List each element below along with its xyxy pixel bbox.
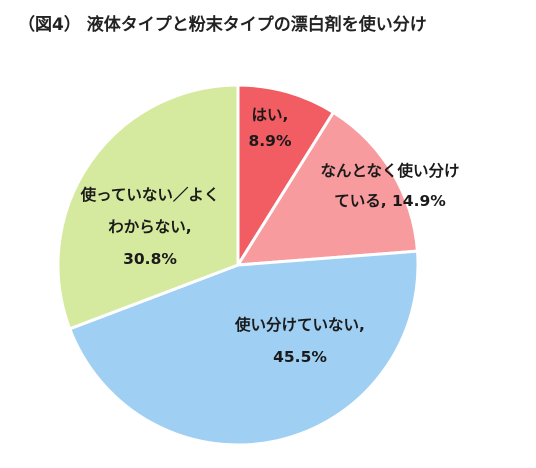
slice-label-line: はい, [252,106,289,124]
chart-title: （図4） 液体タイプと粉末タイプの漂白剤を使い分け [18,15,427,35]
slice-label-line: わからない, [108,218,191,236]
slice-label-4: 使っていない／よくわからない, 30.8% [80,185,220,268]
slice-label-2: なんとなく使い分けている, 14.9% [320,161,459,210]
pie-slice-4 [56,83,240,331]
slice-label-line: ている, 14.9% [334,192,446,210]
pie-labels: はい, 8.9% なんとなく使い分けている, 14.9% 使い分けていない, 45.5%… [80,106,460,366]
slice-label-line: 使っていない／よく [80,185,220,204]
slice-label-line: 8.9% [249,132,292,150]
slice-label-1: はい, 8.9% [249,106,292,150]
slice-label-line: 30.8% [123,250,177,268]
pie-slice-3 [68,249,420,447]
slice-label-3: 使い分けていない, 45.5% [234,315,365,366]
pie-slice-1 [236,83,335,267]
pie-slice-2 [236,110,419,267]
slice-label-line: なんとなく使い分け [320,161,459,180]
pie-slices [56,83,420,447]
slice-label-line: 45.5% [273,348,327,366]
slice-label-line: 使い分けていない, [234,315,365,334]
